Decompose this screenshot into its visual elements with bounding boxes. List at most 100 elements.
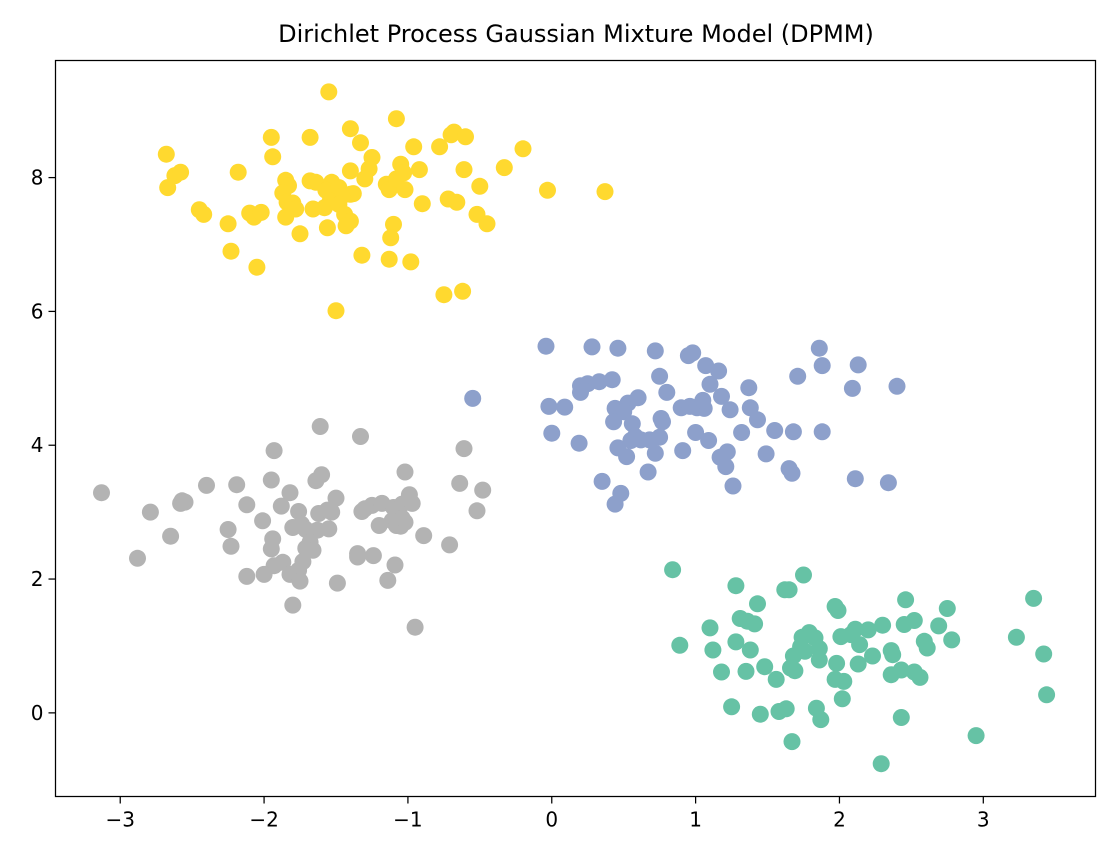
data-point [795, 566, 812, 584]
data-point [514, 140, 532, 158]
data-point [370, 517, 388, 534]
y-tick-label: 8 [31, 166, 44, 190]
data-point [364, 547, 382, 565]
data-point [382, 229, 400, 247]
data-point [238, 496, 256, 514]
data-point [727, 577, 745, 595]
data-point [415, 527, 433, 545]
data-point [341, 120, 359, 138]
data-point [255, 565, 273, 583]
data-point [141, 503, 159, 521]
data-point [387, 110, 405, 128]
data-point [713, 663, 730, 681]
data-point [813, 357, 831, 375]
data-point [757, 445, 775, 463]
data-point [911, 668, 929, 686]
x-tick-label: −2 [249, 808, 278, 832]
data-point [307, 472, 325, 490]
data-point [252, 203, 270, 221]
data-point [651, 367, 669, 385]
data-point [238, 567, 256, 585]
data-point [829, 602, 847, 619]
data-point [843, 379, 861, 397]
data-point [495, 159, 513, 177]
data-point [746, 615, 764, 633]
x-tick-label: 0 [545, 808, 558, 832]
data-point [352, 134, 369, 152]
data-point [629, 389, 647, 407]
data-point [767, 670, 785, 688]
x-tick-label: 1 [689, 808, 702, 832]
data-point [786, 662, 804, 680]
data-point [583, 338, 601, 356]
data-point [172, 163, 190, 181]
data-point [301, 128, 319, 146]
data-point [724, 477, 742, 495]
data-point [590, 373, 608, 391]
data-point [671, 636, 689, 654]
data-point [967, 727, 985, 745]
data-point [749, 595, 766, 613]
data-point [468, 502, 486, 520]
data-point [623, 415, 641, 433]
data-point [603, 371, 621, 389]
data-point [441, 536, 459, 554]
data-point [639, 463, 657, 481]
data-point [701, 375, 719, 393]
data-point [813, 423, 831, 441]
data-point [704, 641, 722, 659]
data-point [710, 362, 728, 380]
series-cluster_yellow [157, 83, 614, 320]
data-point [291, 572, 309, 590]
data-point [697, 357, 715, 375]
data-point [129, 549, 146, 567]
data-point [265, 442, 283, 460]
data-point [570, 434, 588, 452]
data-point [262, 540, 280, 558]
data-point [406, 618, 424, 636]
data-point [789, 367, 807, 385]
x-tick-label: 3 [977, 808, 990, 832]
y-axis: 0 2 4 6 8 [31, 166, 56, 725]
data-point [749, 411, 766, 429]
data-point [471, 177, 489, 195]
data-point [694, 391, 712, 409]
data-point [606, 495, 624, 513]
data-point [879, 474, 897, 492]
data-point [396, 181, 414, 199]
series-cluster_blue [464, 337, 906, 513]
data-point [349, 548, 367, 566]
data-point [833, 690, 851, 708]
data-point [176, 493, 194, 511]
data-point [327, 302, 345, 320]
data-point [780, 581, 798, 599]
y-tick-label: 4 [31, 433, 44, 457]
data-point [658, 383, 676, 401]
data-point [356, 170, 374, 188]
data-point [718, 443, 736, 461]
data-point [593, 472, 611, 490]
data-point [262, 471, 280, 489]
data-point [198, 476, 215, 494]
data-point [464, 389, 482, 407]
data-point [353, 503, 371, 520]
data-point [654, 413, 671, 431]
data-point [478, 215, 496, 233]
data-point [455, 161, 473, 179]
data-point [674, 442, 692, 460]
data-point [723, 698, 741, 716]
data-point [272, 497, 290, 515]
data-point [405, 138, 423, 156]
data-point [228, 476, 246, 494]
data-point [777, 700, 795, 718]
data-point [810, 651, 828, 669]
data-point [262, 128, 280, 146]
data-point [455, 440, 473, 458]
series-cluster_green [664, 561, 1056, 773]
data-point [304, 541, 322, 559]
data-point [1035, 645, 1053, 663]
data-point [277, 208, 295, 226]
data-point [395, 164, 413, 182]
data-point [435, 286, 453, 304]
data-point [431, 138, 449, 156]
